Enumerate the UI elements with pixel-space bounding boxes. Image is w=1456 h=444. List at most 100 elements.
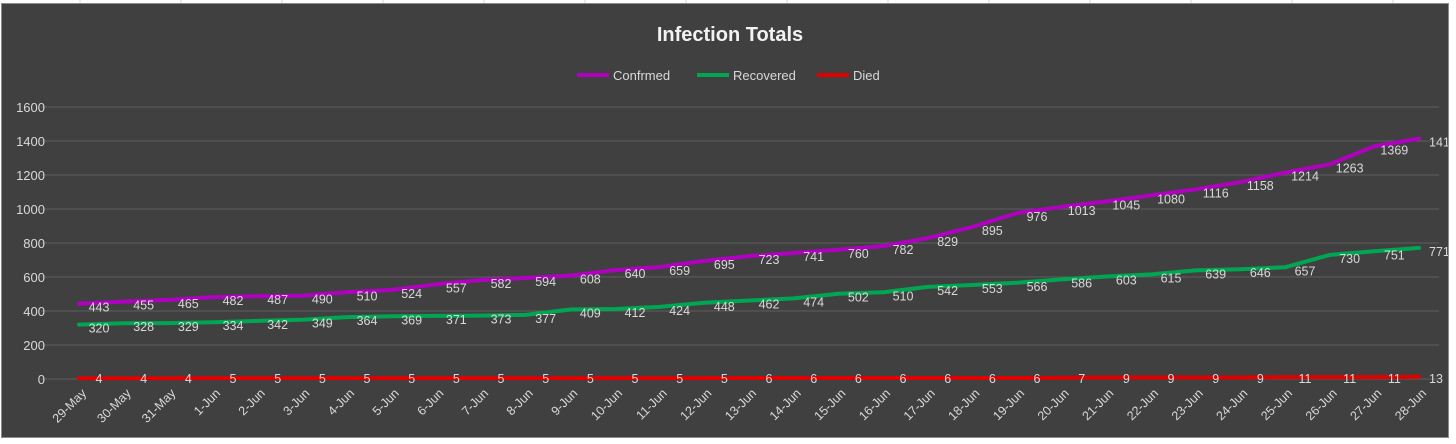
y-tick-label: 600 <box>23 270 45 285</box>
data-label-died: 5 <box>319 372 326 386</box>
data-label-died: 6 <box>944 372 951 386</box>
data-labels: 443 455 465 482 487 490 510 524 557 582 594 608 640 6… <box>89 136 1448 386</box>
x-tick-label: 17-Jun <box>901 386 938 423</box>
data-label-died: 5 <box>632 372 639 386</box>
data-label-recovered: 751 <box>1384 248 1405 262</box>
data-label-died: 5 <box>498 372 505 386</box>
chart-title: Infection Totals <box>657 24 803 46</box>
data-label-confrmed: 482 <box>223 294 244 308</box>
data-label-died: 7 <box>1078 372 1085 386</box>
x-tick-label: 29-May <box>50 386 90 426</box>
x-tick-label: 19-Jun <box>990 386 1027 423</box>
x-tick-label: 10-Jun <box>588 386 625 423</box>
data-label-died: 11 <box>1299 372 1312 386</box>
data-label-recovered: 730 <box>1339 252 1360 266</box>
data-label-recovered: 639 <box>1205 267 1226 281</box>
data-label-died: 6 <box>810 372 817 386</box>
x-tick-label: 2-Jun <box>236 386 268 418</box>
data-label-recovered: 424 <box>669 304 690 318</box>
data-label-died: 9 <box>1212 372 1219 386</box>
data-label-recovered: 409 <box>580 306 601 320</box>
x-tick-label: 7-Jun <box>459 386 491 418</box>
data-label-died: 5 <box>408 372 415 386</box>
data-label-recovered: 566 <box>1027 280 1048 294</box>
legend-label: Died <box>853 68 880 83</box>
x-tick-label: 22-Jun <box>1124 386 1161 423</box>
data-label-confrmed: 723 <box>759 253 780 267</box>
data-label-recovered: 328 <box>133 320 154 334</box>
y-axis: 0 200 400 600 800 1000 1200 1400 1600 <box>16 100 45 387</box>
data-label-died: 5 <box>453 372 460 386</box>
data-label-confrmed: 659 <box>669 264 690 278</box>
data-label-died: 11 <box>1388 372 1401 386</box>
series-line-recovered <box>77 245 1421 327</box>
data-label-confrmed: 1116 <box>1203 186 1229 200</box>
x-axis: 29-May 30-May 31-May 1-Jun 2-Jun 3-Jun 4-Jun 5-… <box>50 386 1429 426</box>
series-line-died <box>77 374 1421 381</box>
data-label-confrmed: 1045 <box>1112 198 1140 212</box>
data-label-recovered: 586 <box>1071 276 1092 290</box>
data-label-recovered: 329 <box>178 320 199 334</box>
legend-item-confrmed[interactable]: Confrmed <box>577 68 670 83</box>
chart-legend: Confrmed Recovered Died <box>577 68 880 83</box>
legend-item-died[interactable]: Died <box>817 68 880 83</box>
y-tick-label: 800 <box>23 236 45 251</box>
y-tick-label: 1400 <box>16 134 45 149</box>
data-label-died: 5 <box>364 372 371 386</box>
x-tick-label: 12-Jun <box>678 386 715 423</box>
x-tick-label: 15-Jun <box>812 386 849 423</box>
x-tick-label: 28-Jun <box>1392 386 1429 423</box>
data-label-died: 4 <box>185 372 192 386</box>
data-label-died: 4 <box>96 372 103 386</box>
data-label-died: 4 <box>140 372 147 386</box>
data-label-confrmed: 782 <box>893 243 914 257</box>
y-tick-label: 1600 <box>16 100 45 115</box>
x-tick-label: 21-Jun <box>1080 386 1117 423</box>
x-tick-label: 16-Jun <box>856 386 893 423</box>
data-label-recovered: 334 <box>223 319 244 333</box>
data-label-died: 5 <box>542 372 549 386</box>
gridlines <box>41 106 1439 380</box>
data-label-recovered: 615 <box>1161 271 1182 285</box>
x-tick-label: 18-Jun <box>946 386 983 423</box>
data-label-confrmed: 695 <box>714 258 735 272</box>
data-label-confrmed: 1414 <box>1429 136 1448 150</box>
data-label-recovered: 448 <box>714 300 735 314</box>
data-label-confrmed: 443 <box>89 301 110 315</box>
y-tick-label: 400 <box>23 304 45 319</box>
data-label-died: 6 <box>989 372 996 386</box>
y-tick-label: 200 <box>23 338 45 353</box>
data-label-confrmed: 487 <box>267 293 288 307</box>
data-label-confrmed: 557 <box>446 281 467 295</box>
legend-label: Recovered <box>733 68 796 83</box>
x-tick-label: 14-Jun <box>767 386 804 423</box>
x-tick-label: 1-Jun <box>191 386 223 418</box>
data-label-recovered: 553 <box>982 282 1003 296</box>
data-label-confrmed: 1369 <box>1380 143 1408 157</box>
x-tick-label: 3-Jun <box>280 386 312 418</box>
chart-area[interactable]: Infection Totals Confrmed Recovered Died 0… <box>1 3 1449 438</box>
data-label-confrmed: 976 <box>1027 210 1048 224</box>
data-label-recovered: 349 <box>312 317 333 331</box>
data-label-died: 6 <box>1034 372 1041 386</box>
data-label-died: 5 <box>587 372 594 386</box>
data-label-recovered: 462 <box>759 297 780 311</box>
data-label-recovered: 603 <box>1116 273 1137 287</box>
x-tick-label: 5-Jun <box>370 386 402 418</box>
x-tick-label: 6-Jun <box>414 386 446 418</box>
data-label-confrmed: 510 <box>357 289 378 303</box>
data-label-confrmed: 524 <box>401 287 422 301</box>
data-label-confrmed: 741 <box>803 250 824 264</box>
y-tick-label: 1200 <box>16 168 45 183</box>
x-tick-label: 4-Jun <box>325 386 357 418</box>
data-label-confrmed: 895 <box>982 224 1003 238</box>
data-label-confrmed: 1263 <box>1336 161 1364 175</box>
x-tick-label: 24-Jun <box>1214 386 1251 423</box>
x-tick-label: 11-Jun <box>634 386 670 422</box>
legend-item-recovered[interactable]: Recovered <box>697 68 796 83</box>
data-label-recovered: 646 <box>1250 266 1271 280</box>
data-label-confrmed: 760 <box>848 247 869 261</box>
x-tick-label: 31-May <box>139 386 179 426</box>
data-label-recovered: 320 <box>89 322 110 336</box>
data-label-confrmed: 594 <box>535 275 556 289</box>
